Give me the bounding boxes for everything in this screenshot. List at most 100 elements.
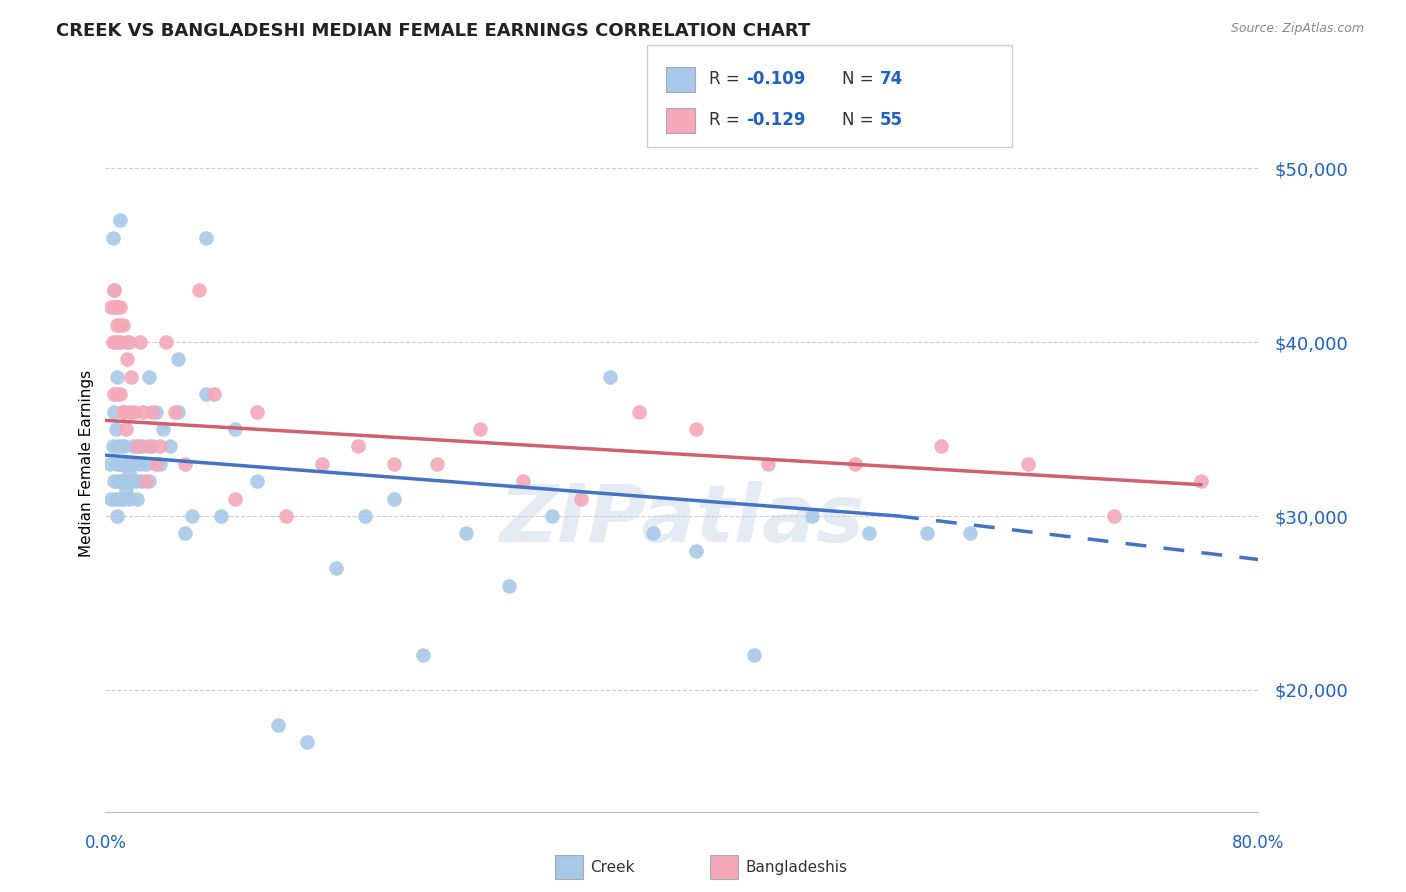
Point <box>111 491 134 506</box>
Point <box>297 735 319 749</box>
Point <box>1189 475 1212 489</box>
Point <box>120 475 142 489</box>
Point <box>627 405 650 419</box>
Point <box>166 352 188 367</box>
Point <box>246 405 269 419</box>
Point <box>325 561 347 575</box>
Point <box>125 475 148 489</box>
Text: Bangladeshis: Bangladeshis <box>745 860 848 874</box>
Point <box>101 440 124 454</box>
Point <box>742 648 765 662</box>
Text: -0.109: -0.109 <box>747 70 806 88</box>
Point <box>800 508 823 523</box>
Point <box>108 213 131 227</box>
Point <box>163 405 186 419</box>
Point <box>117 491 139 506</box>
Point <box>118 457 141 471</box>
Point <box>931 440 953 454</box>
Point <box>141 405 163 419</box>
Point <box>111 405 134 419</box>
Point <box>959 526 981 541</box>
Point <box>110 440 132 454</box>
Point <box>685 544 707 558</box>
Point <box>105 318 128 332</box>
Point <box>641 526 665 541</box>
Point <box>110 475 132 489</box>
Point <box>149 440 172 454</box>
Point <box>98 457 121 471</box>
Point <box>100 491 122 506</box>
Point <box>599 369 621 384</box>
Point <box>311 457 333 471</box>
Point <box>115 475 138 489</box>
Point <box>224 491 246 506</box>
Point <box>173 526 195 541</box>
Point <box>104 334 127 349</box>
Point <box>103 475 125 489</box>
Point <box>104 300 127 315</box>
Text: Source: ZipAtlas.com: Source: ZipAtlas.com <box>1230 22 1364 36</box>
Point <box>103 300 125 315</box>
Text: N =: N = <box>842 112 879 129</box>
Point <box>138 475 160 489</box>
Point <box>114 457 136 471</box>
Point <box>101 230 124 244</box>
Point <box>138 369 160 384</box>
Point <box>246 475 269 489</box>
Point <box>382 491 405 506</box>
Point <box>112 440 135 454</box>
Point <box>131 475 153 489</box>
Point <box>274 508 297 523</box>
Point <box>118 405 141 419</box>
Point <box>858 526 880 541</box>
Point <box>155 334 177 349</box>
Point <box>145 457 167 471</box>
Point <box>115 352 138 367</box>
Point <box>120 369 142 384</box>
Point <box>127 440 149 454</box>
Point <box>105 457 128 471</box>
Point <box>152 422 174 436</box>
Y-axis label: Median Female Earnings: Median Female Earnings <box>79 370 94 558</box>
Point <box>541 508 564 523</box>
Point <box>108 318 131 332</box>
Point <box>108 387 131 401</box>
Point <box>115 457 138 471</box>
Point <box>107 440 129 454</box>
Point <box>103 387 125 401</box>
Point <box>121 440 143 454</box>
Point <box>202 387 225 401</box>
Point <box>104 491 127 506</box>
Text: 80.0%: 80.0% <box>1232 834 1285 852</box>
Point <box>129 457 152 471</box>
Text: ZIPatlas: ZIPatlas <box>499 481 865 558</box>
Point <box>108 300 131 315</box>
Point <box>166 405 188 419</box>
Point <box>267 717 290 731</box>
Point <box>1102 508 1125 523</box>
Point <box>411 648 433 662</box>
Point <box>112 475 135 489</box>
Point <box>498 579 520 593</box>
Point <box>685 422 707 436</box>
Point <box>224 422 246 436</box>
Point <box>1017 457 1039 471</box>
Point <box>103 405 125 419</box>
Point <box>117 334 139 349</box>
Point <box>173 457 195 471</box>
Point <box>756 457 779 471</box>
Point <box>114 483 136 497</box>
Point <box>382 457 405 471</box>
Point <box>188 283 211 297</box>
Point <box>124 457 146 471</box>
Point <box>512 475 534 489</box>
Text: R =: R = <box>709 112 745 129</box>
Point <box>346 440 368 454</box>
Text: R =: R = <box>709 70 745 88</box>
Point <box>569 491 592 506</box>
Point <box>128 440 150 454</box>
Point <box>105 369 128 384</box>
Point <box>107 475 129 489</box>
Text: 55: 55 <box>880 112 903 129</box>
Text: Creek: Creek <box>591 860 636 874</box>
